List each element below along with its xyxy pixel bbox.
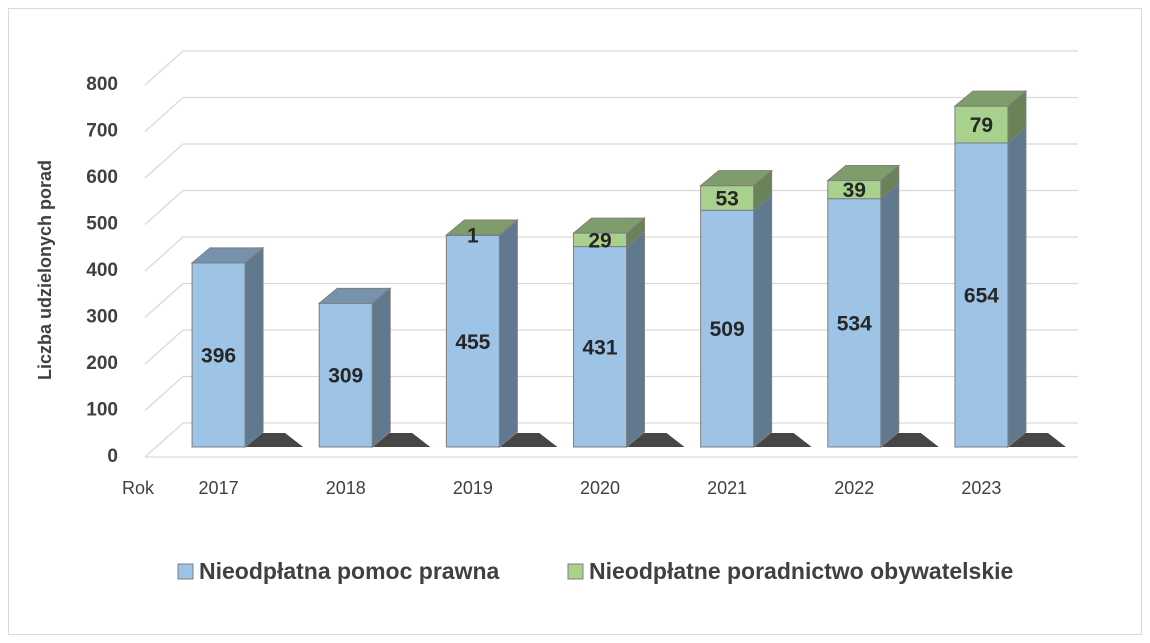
bar <box>318 302 373 448</box>
x-tick-label: 2021 <box>707 478 747 498</box>
grid-line <box>144 96 1078 132</box>
bar-side <box>498 219 518 449</box>
grid-line <box>144 50 1078 86</box>
bar <box>954 105 1009 144</box>
y-tick-label: 0 <box>107 446 118 467</box>
x-tick-label: 2022 <box>834 478 874 498</box>
grid-line <box>144 143 1078 179</box>
bar-top <box>190 247 265 264</box>
y-tick-label: 300 <box>86 307 118 328</box>
bar-top <box>317 287 392 304</box>
y-tick-label: 700 <box>86 121 118 142</box>
grid-line <box>144 236 1078 272</box>
bar <box>700 185 755 211</box>
bar <box>827 198 882 448</box>
grid-line <box>144 282 1078 318</box>
value-label: 39 <box>843 179 866 202</box>
value-label: 29 <box>588 229 611 252</box>
bar <box>191 262 246 448</box>
bar <box>573 246 627 448</box>
grid-line <box>144 375 1078 411</box>
value-label: 509 <box>710 318 745 341</box>
bar-top <box>572 217 646 234</box>
y-tick-label: 600 <box>86 167 118 188</box>
x-tick-label: 2018 <box>326 478 366 498</box>
x-tick-label: 2020 <box>580 478 620 498</box>
x-tick-label: 2023 <box>961 478 1001 498</box>
bar-top <box>444 219 519 236</box>
bar-side <box>371 287 391 449</box>
grid-line <box>144 329 1078 365</box>
y-tick-label: 400 <box>86 260 118 281</box>
bar <box>445 234 500 448</box>
bar-side <box>880 182 900 449</box>
x-axis-label: Rok <box>122 478 155 498</box>
y-tick-label: 800 <box>86 74 118 95</box>
value-label: 455 <box>455 331 490 354</box>
value-label: 1 <box>467 225 479 248</box>
value-label: 53 <box>715 188 738 211</box>
bar-top <box>699 170 774 187</box>
value-label: 396 <box>201 344 236 367</box>
legend-label: Nieodpłatna pomoc prawna <box>199 558 500 584</box>
grid-line <box>144 422 1078 458</box>
x-tick-label: 2017 <box>199 478 239 498</box>
bar-side <box>1007 126 1027 449</box>
legend-swatch <box>177 563 194 580</box>
y-tick-label: 500 <box>86 214 118 235</box>
value-label: 534 <box>837 312 872 335</box>
bar-side <box>753 194 773 449</box>
grid-line <box>144 189 1078 225</box>
y-axis-label: Liczba udzielonych porad <box>35 160 55 380</box>
y-tick-label: 200 <box>86 353 118 374</box>
bar <box>700 209 755 448</box>
legend-swatch <box>567 563 584 580</box>
y-tick-label: 100 <box>86 400 118 421</box>
legend-label: Nieodpłatne poradnictwo obywatelskie <box>589 558 1013 584</box>
value-label: 654 <box>964 284 999 307</box>
value-label: 79 <box>970 114 993 137</box>
bar-top <box>953 90 1028 107</box>
bar-side <box>626 230 645 449</box>
bar-top <box>826 165 901 182</box>
bar-side <box>244 246 264 449</box>
x-tick-label: 2019 <box>453 478 493 498</box>
value-label: 431 <box>582 336 617 359</box>
value-label: 309 <box>328 365 363 388</box>
